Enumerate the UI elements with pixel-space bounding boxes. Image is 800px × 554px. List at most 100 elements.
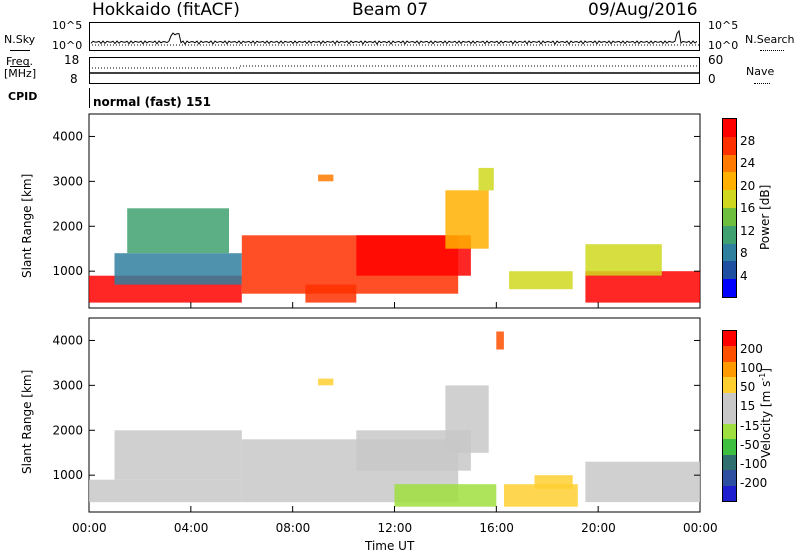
colorbar-tick-label: 8: [740, 246, 748, 260]
power-colorbar: [722, 118, 737, 298]
radar-title: Hokkaido (fitACF): [92, 0, 240, 20]
time-tick-label: 20:00: [581, 521, 616, 535]
velocity-region-4: [445, 385, 489, 453]
velocity-region-1: [114, 430, 242, 480]
power-region-11: [318, 174, 334, 182]
nsky-label: N.Sky: [4, 33, 36, 46]
power-ytick-label-3: 1000: [52, 264, 83, 278]
colorbar-tick-label: 200: [740, 342, 763, 356]
freq-legend-line: [10, 66, 30, 67]
colorbar-swatch: [723, 377, 736, 393]
nsky-trace: [90, 29, 698, 45]
date-title: 09/Aug/2016: [588, 0, 698, 20]
colorbar-swatch: [723, 279, 736, 297]
velocity-ytick-label-0: 4000: [52, 333, 83, 347]
colorbar-swatch: [723, 190, 736, 208]
nsky-tick-top: 10^5: [52, 19, 83, 32]
colorbar-tick-label: 12: [740, 224, 756, 238]
power-colorbar-label: Power [dB]: [758, 184, 772, 250]
colorbar-swatch: [723, 154, 736, 173]
colorbar-tick-label: 50: [740, 380, 756, 394]
power-ylabel: Slant Range [km]: [20, 173, 34, 278]
nave-label: Nave: [746, 65, 775, 78]
velocity-region-0: [89, 479, 242, 503]
colorbar-swatch: [723, 172, 736, 191]
time-tick-label: 08:00: [275, 521, 311, 535]
velocity-ytick-label-3: 1000: [52, 468, 83, 482]
time-axis-label: Time UT: [365, 539, 415, 553]
nsearch-label: N.Search: [745, 33, 795, 46]
colorbar-tick-label: 16: [740, 201, 756, 215]
nave-tick-bottom: 0: [708, 72, 716, 86]
cpid-start-mark: [89, 88, 90, 108]
colorbar-swatch: [723, 225, 736, 244]
freq-tick-bottom: 8: [70, 72, 78, 86]
power-region-1: [114, 253, 242, 285]
power-ytick-label-1: 3000: [52, 174, 83, 188]
freq-panel: [89, 57, 700, 84]
velocity-region-10: [496, 331, 504, 350]
colorbar-swatch: [723, 119, 736, 137]
nsearch-legend-line: [760, 50, 784, 51]
nave-legend-line: [754, 83, 770, 84]
velocity-region-9: [318, 378, 334, 386]
power-region-6: [445, 190, 489, 249]
power-region-2: [127, 208, 229, 254]
time-tick-label: 00:00: [683, 521, 718, 535]
colorbar-tick-label: 15: [740, 399, 756, 413]
nsky-tick-bottom: 10^0: [52, 39, 83, 52]
time-tick-label: 12:00: [377, 521, 413, 535]
velocity-region-7: [534, 475, 573, 489]
power-region-9: [585, 271, 700, 303]
beam-title: Beam 07: [352, 0, 429, 20]
nsky-panel: [89, 22, 700, 51]
power-region-8: [509, 271, 573, 290]
colorbar-tick-label: 24: [740, 156, 756, 170]
velocity-ytick-label-2: 2000: [52, 423, 83, 437]
cpid-label: CPID: [8, 90, 38, 103]
colorbar-tick-label: -100: [740, 457, 768, 471]
colorbar-swatch: [723, 346, 736, 362]
velocity-ytick-label-1: 3000: [52, 378, 83, 392]
colorbar-swatch: [723, 331, 736, 347]
colorbar-tick-label: 20: [740, 179, 756, 193]
power-ytick-label-2: 2000: [52, 219, 83, 233]
velocity-colorbar: [722, 330, 737, 502]
colorbar-tick-label: 28: [740, 134, 756, 148]
colorbar-tick-label: -50: [740, 438, 760, 452]
nsearch-tick-top: 10^5: [708, 19, 739, 32]
colorbar-swatch: [723, 361, 736, 378]
velocity-region-5: [394, 484, 497, 507]
time-tick-label: 04:00: [173, 521, 209, 535]
colorbar-tick-label: 4: [740, 269, 748, 283]
power-ytick-label-0: 4000: [52, 129, 83, 143]
colorbar-swatch: [723, 485, 736, 501]
nsearch-tick-bottom: 10^0: [708, 39, 739, 52]
power-region-4: [305, 284, 357, 303]
power-region-10: [585, 244, 662, 276]
colorbar-swatch: [723, 408, 736, 424]
colorbar-swatch: [723, 136, 736, 155]
colorbar-swatch: [723, 423, 736, 440]
time-tick-label: 00:00: [72, 521, 107, 535]
colorbar-swatch: [723, 454, 736, 471]
colorbar-tick-label: -15: [740, 419, 760, 433]
colorbar-swatch: [723, 470, 736, 486]
time-tick-label: 16:00: [479, 521, 514, 535]
nave-tick-top: 60: [708, 53, 724, 67]
colorbar-swatch: [723, 207, 736, 226]
power-region-7: [478, 167, 494, 191]
velocity-ylabel: Slant Range [km]: [20, 369, 34, 474]
colorbar-swatch: [723, 392, 736, 409]
colorbar-swatch: [723, 439, 736, 455]
velocity-region-6: [504, 484, 578, 507]
velocity-region-8: [585, 461, 700, 503]
freq-label: Freq.: [6, 55, 34, 68]
colorbar-tick-label: 100: [740, 361, 763, 375]
nsky-legend-line: [10, 50, 30, 51]
colorbar-swatch: [723, 243, 736, 262]
cpid-value: normal (fast) 151: [93, 95, 211, 109]
velocity-colorbar-label: Velocity [m s-1]: [758, 368, 773, 458]
freq-unit: [MHz]: [4, 67, 37, 80]
